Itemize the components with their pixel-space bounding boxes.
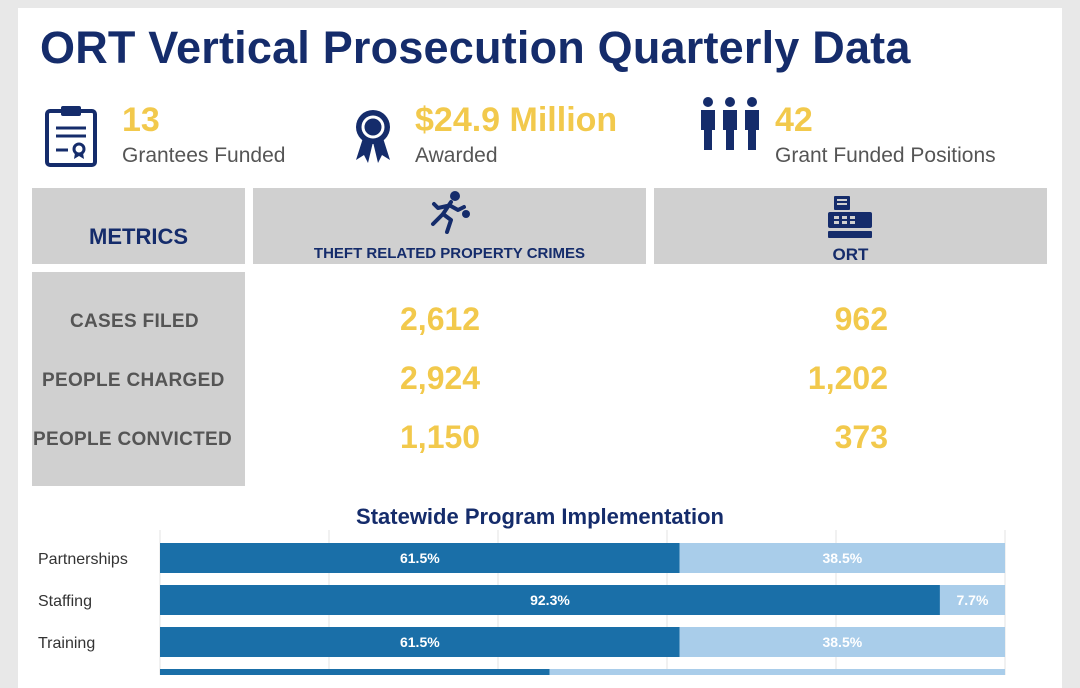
bar-segment (160, 585, 940, 615)
cash-register-icon (828, 196, 872, 238)
kpi-grantees-label: Grantees Funded (122, 144, 286, 167)
bar-segment (679, 627, 1005, 657)
implementation-bar-chart: Partnerships 61.5% 38.5% Staffing 92.3% 7.7% T… (38, 530, 1006, 675)
people-group-icon (701, 97, 759, 150)
kpi-positions-label: Grant Funded Positions (775, 144, 996, 167)
bar-data-label: 61.5% (400, 634, 440, 650)
metric-label-people-charged: PEOPLE CHARGED (42, 370, 225, 391)
bar-data-label: 38.5% (822, 634, 862, 650)
metric-label-cases-filed: CASES FILED (70, 311, 199, 332)
category-label: Partnerships (38, 551, 128, 568)
kpi-positions-value: 42 (775, 101, 813, 139)
ort-cases-filed-value: 962 (834, 301, 888, 337)
metrics-header-label: METRICS (89, 224, 188, 249)
page-title: ORT Vertical Prosecution Quarterly Data (40, 22, 911, 73)
bar-segment (160, 669, 550, 675)
theft-cases-filed-value: 2,612 (400, 301, 481, 337)
bar-segment (679, 543, 1005, 573)
bar-segment (160, 627, 680, 657)
theft-header-label: THEFT RELATED PROPERTY CRIMES (313, 245, 586, 262)
metric-labels-cell (32, 272, 245, 486)
bar-segment (160, 543, 680, 573)
kpi-grantees-value: 13 (122, 101, 160, 139)
metric-label-people-convicted: PEOPLE CONVICTED (33, 429, 233, 450)
ort-people-charged-value: 1,202 (807, 360, 888, 396)
clipboard-certificate-icon (45, 106, 97, 167)
bar-data-label: 7.7% (957, 592, 989, 608)
running-thief-icon (431, 191, 470, 234)
kpi-awarded-value: $24.9 Million (415, 101, 618, 139)
category-label: Training (38, 635, 95, 652)
bar-segment (939, 585, 1005, 615)
metrics-header-cell (32, 188, 245, 264)
kpi-awarded-label: Awarded (415, 144, 498, 167)
ort-header-label: ORT (832, 245, 869, 264)
category-label: Staffing (38, 593, 92, 610)
bar-data-label: 38.5% (822, 550, 862, 566)
ort-people-convicted-value: 373 (834, 419, 888, 455)
theft-people-convicted-value: 1,150 (400, 419, 481, 455)
award-ribbon-icon (356, 110, 390, 163)
bar-data-label: 92.3% (530, 592, 570, 608)
bar-data-label: 61.5% (400, 550, 440, 566)
theft-people-charged-value: 2,924 (400, 360, 481, 396)
bar-segment (549, 669, 1005, 675)
chart-title: Statewide Program Implementation (356, 504, 724, 529)
